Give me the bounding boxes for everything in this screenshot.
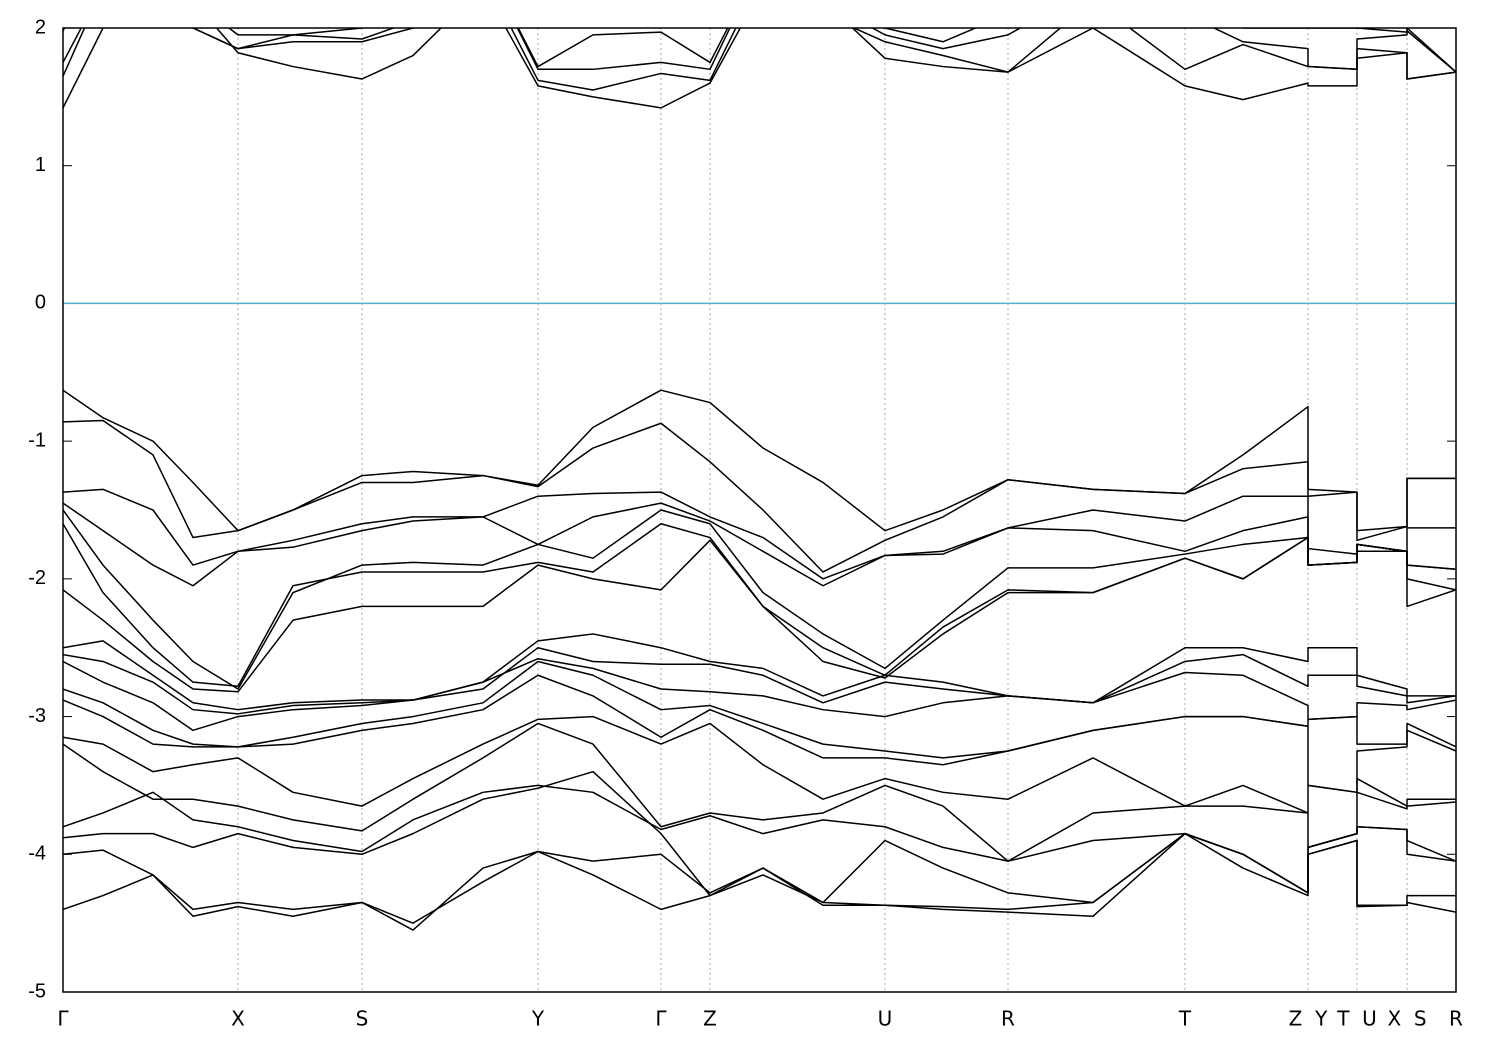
band-line [63, 657, 1456, 732]
band-line [63, 832, 1456, 931]
x-tick-label: T [1178, 1007, 1192, 1031]
band-layer [63, 28, 1456, 931]
band-line [63, 28, 1456, 73]
y-tick-label: -2 [28, 567, 46, 589]
x-tick-label: X [231, 1007, 245, 1031]
band-line [63, 722, 1456, 862]
band-line [63, 488, 1456, 580]
y-tick-label: -1 [28, 429, 46, 451]
band-line [63, 28, 1456, 91]
band-line [63, 770, 1456, 904]
y-tick-label: -5 [28, 980, 46, 1002]
y-tick-label: -3 [28, 705, 46, 727]
y-tick-label: 1 [35, 154, 46, 176]
y-tick-label: 0 [35, 292, 46, 314]
y-tick-label: 2 [35, 16, 46, 38]
grid-layer [63, 27, 1456, 993]
x-tick-label: U [878, 1007, 893, 1031]
x-tick-label: S [356, 1007, 369, 1031]
y-tick-label: -4 [28, 843, 46, 865]
band-line [63, 832, 1456, 924]
x-tick-label: Γ [57, 1007, 69, 1031]
band-line [63, 28, 1456, 73]
band-line [63, 660, 1456, 759]
band-line [63, 674, 1456, 794]
plot-frame [62, 27, 1457, 993]
x-tick-label: R [1449, 1007, 1463, 1031]
x-tick-label: Γ [655, 1007, 667, 1031]
x-tick-label: T U [1336, 1007, 1377, 1031]
band-line [63, 633, 1456, 711]
band-line [63, 646, 1456, 715]
band-line [63, 419, 1456, 573]
x-tick-label: Z [703, 1007, 717, 1031]
band-line [63, 715, 1456, 814]
x-tick-label: R [1001, 1007, 1015, 1031]
band-line [63, 28, 1456, 109]
band-line [63, 536, 1456, 693]
x-tick-label: Z Y [1289, 1007, 1328, 1031]
x-tick-label: X S [1387, 1007, 1426, 1031]
x-tick-label: Y [531, 1007, 545, 1031]
band-line [63, 389, 1456, 532]
label-layer: 2 1 0 -1 -2 -3 -4 -5 Γ X S Y Γ Z U R T Z Y T U X S R [28, 16, 1463, 1030]
